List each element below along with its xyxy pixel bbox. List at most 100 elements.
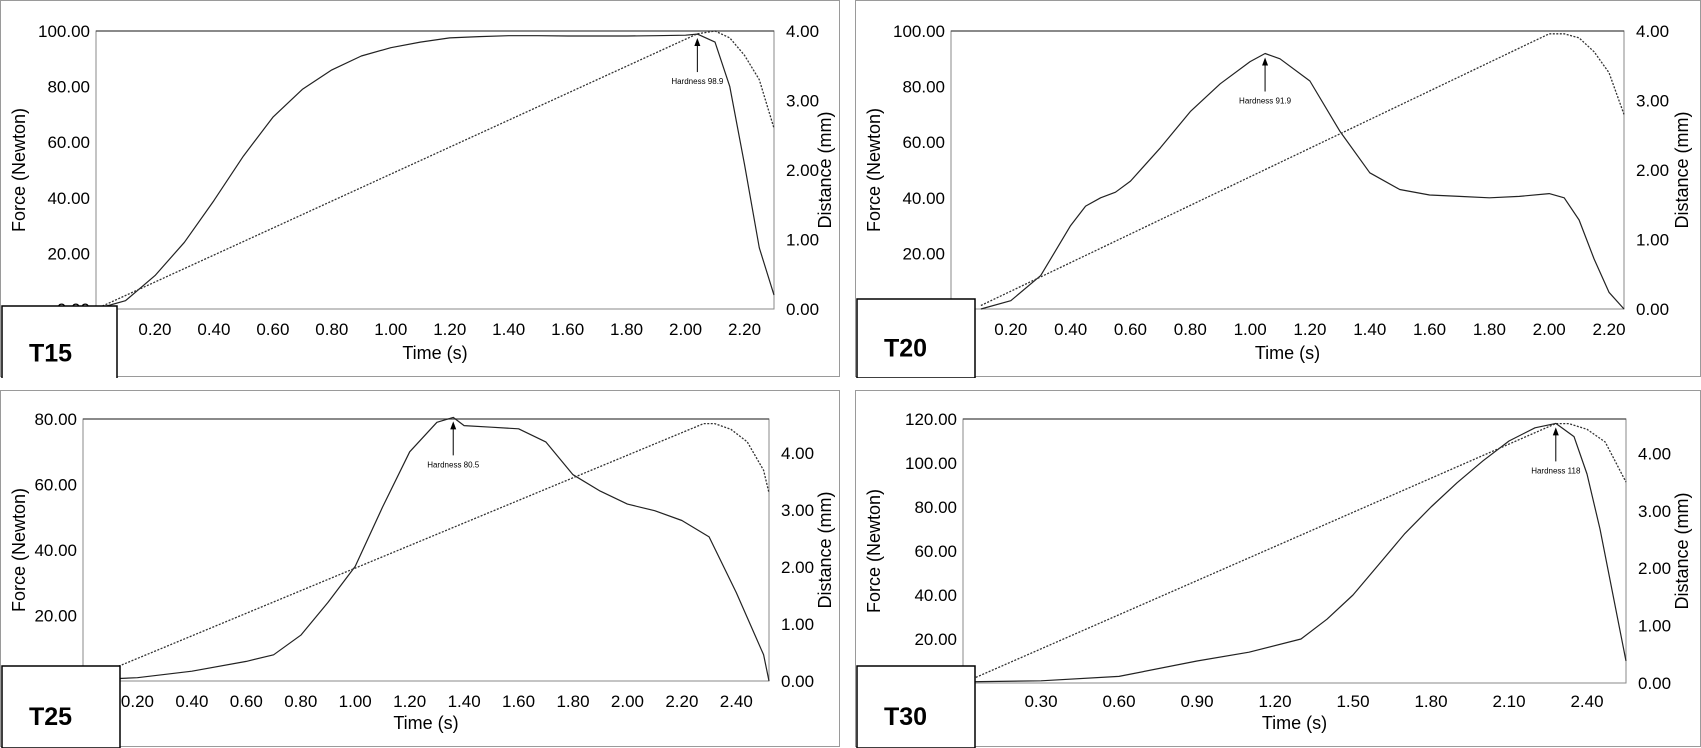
y2-tick-label: 2.00 bbox=[781, 558, 814, 577]
sample-label: T20 bbox=[884, 335, 927, 363]
y2-axis-label: Distance (mm) bbox=[1672, 111, 1692, 228]
force-series-line bbox=[962, 422, 1627, 683]
y-tick-label: 120.00 bbox=[905, 410, 957, 429]
sample-label: T15 bbox=[29, 340, 72, 368]
x-tick-label: 1.80 bbox=[556, 692, 589, 711]
chart-svg: 0.30 0.60 0.90 1.20 1.50 1.80 2.10 2.40 20.00 40.… bbox=[856, 410, 1692, 748]
y2-axis-label: Distance (mm) bbox=[815, 491, 835, 608]
distance-series-line bbox=[962, 422, 1627, 684]
y-tick-label: 80.00 bbox=[902, 78, 945, 97]
x-tick-label: 1.20 bbox=[1293, 320, 1326, 339]
y2-tick-label: 4.00 bbox=[781, 444, 814, 463]
y2-axis-label: Distance (mm) bbox=[815, 111, 835, 228]
sample-label-box bbox=[856, 665, 976, 748]
hardness-annotation: Hardness 98.9 bbox=[671, 77, 724, 86]
force-series-line bbox=[95, 33, 775, 310]
hardness-annotation: Hardness 118 bbox=[1531, 466, 1581, 475]
x-tick-label: 1.20 bbox=[433, 320, 466, 339]
y2-tick-label: 3.00 bbox=[1636, 92, 1669, 111]
x-tick-label: 1.00 bbox=[374, 320, 407, 339]
plot-frame bbox=[962, 418, 1627, 684]
y-tick-label: 80.00 bbox=[34, 410, 77, 429]
x-tick-label: 1.60 bbox=[1413, 320, 1446, 339]
chart-panel-t20: 0.20 0.40 0.60 0.80 1.00 1.20 1.40 1.60 1.80 2.00… bbox=[855, 0, 1701, 378]
y2-tick-label: 0.00 bbox=[1638, 674, 1671, 693]
x-axis-label: Time (s) bbox=[393, 713, 458, 733]
x-tick-label: 1.00 bbox=[339, 692, 372, 711]
x-tick-label: 0.80 bbox=[1174, 320, 1207, 339]
y-tick-label: 100.00 bbox=[905, 454, 957, 473]
y-tick-label: 100.00 bbox=[38, 22, 90, 41]
x-tick-label: 0.60 bbox=[1102, 692, 1135, 711]
y-tick-label: 60.00 bbox=[34, 476, 77, 495]
x-tick-label: 2.00 bbox=[669, 320, 702, 339]
x-tick-label: 2.00 bbox=[1533, 320, 1566, 339]
annotation-arrowhead bbox=[1262, 57, 1269, 66]
x-tick-label: 2.20 bbox=[1592, 320, 1625, 339]
x-tick-label: 1.20 bbox=[393, 692, 426, 711]
sample-label: T30 bbox=[884, 703, 927, 731]
y-tick-label: 60.00 bbox=[47, 133, 90, 152]
y2-tick-label: 0.00 bbox=[781, 672, 814, 691]
y-tick-label: 20.00 bbox=[902, 244, 945, 263]
x-tick-label: 2.40 bbox=[720, 692, 753, 711]
x-tick-label: 2.20 bbox=[728, 320, 761, 339]
chart-svg: 0.20 0.40 0.60 0.80 1.00 1.20 1.40 1.60 1.80 2.00… bbox=[1, 410, 835, 748]
y2-axis-label: Distance (mm) bbox=[1672, 492, 1692, 609]
x-tick-label: 0.30 bbox=[1024, 692, 1057, 711]
x-tick-label: 2.40 bbox=[1570, 692, 1603, 711]
annotation-arrowhead bbox=[450, 421, 457, 430]
y-axis-label: Force (Newton) bbox=[9, 488, 29, 612]
plot-frame bbox=[95, 30, 775, 310]
hardness-annotation: Hardness 80.5 bbox=[427, 460, 480, 469]
x-tick-label: 1.40 bbox=[1353, 320, 1386, 339]
x-tick-label: 1.40 bbox=[492, 320, 525, 339]
x-axis-label: Time (s) bbox=[402, 343, 467, 363]
sample-label: T25 bbox=[29, 703, 72, 731]
y2-tick-label: 3.00 bbox=[786, 92, 819, 111]
chart-svg: 0.20 0.40 0.60 0.80 1.00 1.20 1.40 1.60 1.80 2.00… bbox=[856, 22, 1692, 378]
y-tick-label: 60.00 bbox=[902, 133, 945, 152]
hardness-annotation: Hardness 91.9 bbox=[1239, 97, 1292, 106]
chart-svg: 0.20 0.40 0.60 0.80 1.00 1.20 1.40 1.60 1.80 2.00… bbox=[1, 22, 835, 378]
x-tick-label: 2.10 bbox=[1492, 692, 1525, 711]
y-axis-label: Force (Newton) bbox=[864, 108, 884, 232]
x-tick-label: 1.60 bbox=[551, 320, 584, 339]
y-tick-label: 80.00 bbox=[914, 498, 957, 517]
x-tick-label: 1.20 bbox=[1258, 692, 1291, 711]
x-tick-label: 0.60 bbox=[230, 692, 263, 711]
y2-tick-label: 1.00 bbox=[781, 615, 814, 634]
x-tick-label: 0.40 bbox=[1054, 320, 1087, 339]
y-tick-label: 20.00 bbox=[914, 630, 957, 649]
distance-series-line bbox=[980, 33, 1625, 307]
y2-tick-label: 4.00 bbox=[786, 22, 819, 41]
x-tick-label: 2.20 bbox=[665, 692, 698, 711]
x-axis-label: Time (s) bbox=[1262, 713, 1327, 733]
x-tick-label: 1.50 bbox=[1336, 692, 1369, 711]
y2-tick-label: 2.00 bbox=[1636, 161, 1669, 180]
sample-label-box bbox=[1, 665, 121, 748]
x-tick-label: 1.00 bbox=[1234, 320, 1267, 339]
y-tick-label: 60.00 bbox=[914, 542, 957, 561]
x-tick-label: 0.60 bbox=[1114, 320, 1147, 339]
y2-tick-label: 0.00 bbox=[786, 300, 819, 319]
force-series-line bbox=[82, 416, 770, 682]
y-axis-label: Force (Newton) bbox=[9, 108, 29, 232]
x-tick-label: 0.20 bbox=[138, 320, 171, 339]
y2-tick-label: 4.00 bbox=[1638, 444, 1671, 463]
y-tick-label: 20.00 bbox=[47, 244, 90, 263]
y2-tick-label: 3.00 bbox=[781, 501, 814, 520]
y2-tick-label: 0.00 bbox=[1636, 300, 1669, 319]
y-tick-label: 40.00 bbox=[914, 586, 957, 605]
chart-panel-t15: 0.20 0.40 0.60 0.80 1.00 1.20 1.40 1.60 1.80 2.00… bbox=[0, 0, 840, 378]
annotation-arrowhead bbox=[1552, 427, 1559, 436]
x-tick-label: 1.60 bbox=[502, 692, 535, 711]
y2-tick-label: 4.00 bbox=[1636, 22, 1669, 41]
annotation-arrowhead bbox=[694, 38, 701, 47]
y-tick-label: 40.00 bbox=[47, 189, 90, 208]
x-tick-label: 1.80 bbox=[610, 320, 643, 339]
plot-frame bbox=[82, 418, 770, 682]
y-tick-label: 20.00 bbox=[34, 607, 77, 626]
y2-tick-label: 1.00 bbox=[1636, 231, 1669, 250]
x-tick-label: 0.90 bbox=[1180, 692, 1213, 711]
